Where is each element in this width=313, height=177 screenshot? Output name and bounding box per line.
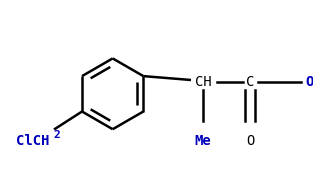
- Text: O: O: [246, 134, 254, 148]
- Text: CH: CH: [195, 75, 212, 89]
- Text: OEt: OEt: [305, 75, 313, 89]
- Text: C: C: [246, 75, 254, 89]
- Text: Me: Me: [195, 134, 211, 148]
- Text: ClCH: ClCH: [16, 133, 49, 147]
- Text: 2: 2: [53, 130, 60, 139]
